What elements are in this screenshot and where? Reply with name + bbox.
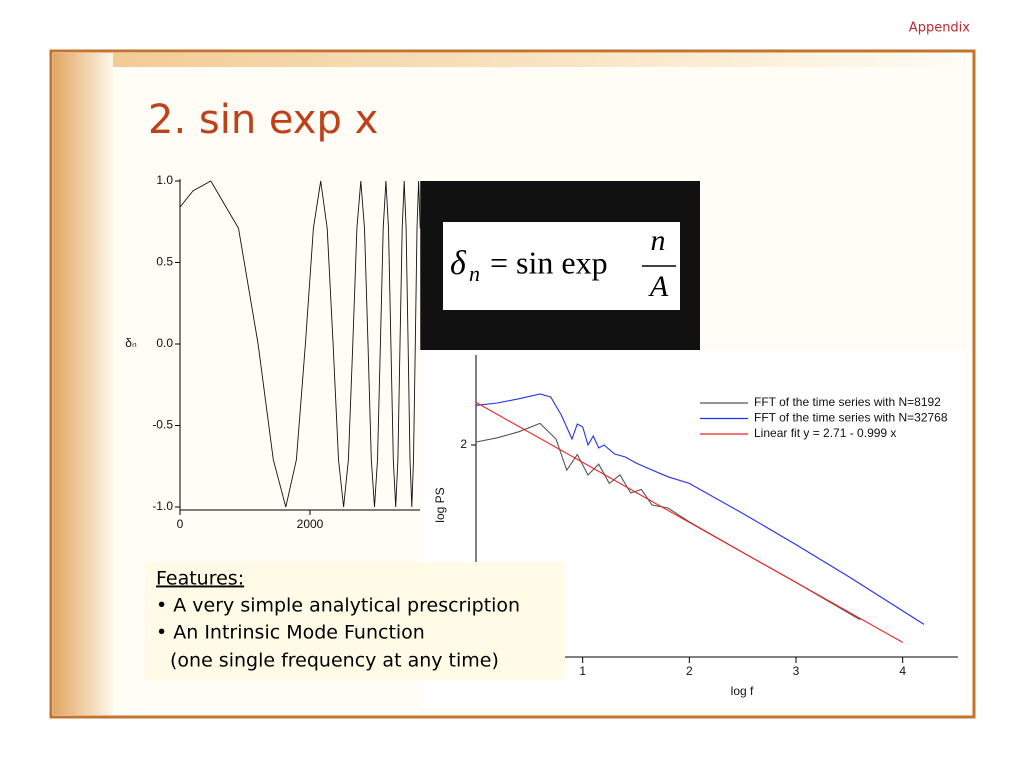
y-tick-label: -1.0	[152, 499, 173, 513]
legend-label: Linear fit y = 2.71 - 0.999 x	[754, 426, 896, 440]
x-axis-label: log f	[731, 684, 754, 698]
formula-symbol: δ	[450, 245, 467, 282]
formula-bg	[443, 222, 680, 310]
features-heading: Features:	[156, 568, 244, 590]
y-axis-label: δₙ	[125, 336, 137, 350]
formula-denominator: A	[648, 270, 669, 303]
legend-label: FFT of the time series with N=8192	[754, 395, 941, 409]
top-band	[53, 53, 972, 67]
features-box: Features: • A very simple analytical pre…	[145, 562, 565, 680]
slide-title: 2. sin exp x	[148, 97, 378, 143]
feature-item: • A very simple analytical prescription	[156, 595, 520, 617]
y-tick-label: 0.0	[156, 336, 173, 350]
feature-item: (one single frequency at any time)	[170, 650, 499, 672]
formula-subscript: n	[469, 261, 480, 286]
formula-numerator: n	[651, 224, 666, 257]
data-line	[179, 180, 421, 508]
formula-rhs: = sin exp	[490, 244, 608, 280]
y-tick-label: 2	[460, 437, 467, 451]
series-line	[475, 393, 925, 625]
formula-box: δ n = sin exp n A	[443, 222, 680, 310]
x-tick-label: 3	[793, 664, 800, 678]
y-tick-label: 1.0	[156, 173, 173, 187]
legend-label: FFT of the time series with N=32768	[754, 411, 948, 425]
x-tick-label: 0	[177, 517, 184, 531]
x-tick-label: 4	[899, 664, 906, 678]
x-tick-label: 2	[686, 664, 693, 678]
x-tick-label: 1	[579, 664, 586, 678]
series-line	[475, 401, 903, 643]
feature-item: • An Intrinsic Mode Function	[156, 622, 425, 644]
x-tick-label: 2000	[297, 517, 324, 531]
left-band	[53, 53, 113, 715]
y-tick-label: 0.5	[156, 255, 173, 269]
features-bg	[145, 562, 565, 680]
y-axis-label: log PS	[433, 487, 447, 522]
y-tick-label: -0.5	[152, 418, 173, 432]
header-label: Appendix	[909, 21, 970, 36]
